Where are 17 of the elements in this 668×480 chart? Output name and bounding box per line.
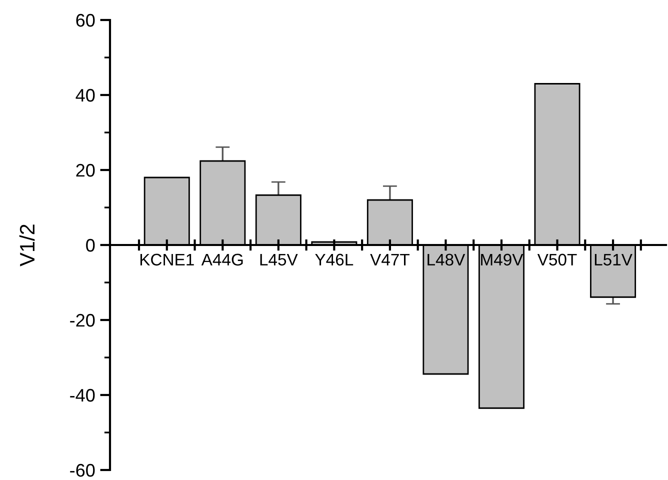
- x-tick-label: L45V: [260, 254, 298, 266]
- y-tick-label: 40: [76, 88, 95, 102]
- y-tick-label: -20: [70, 314, 95, 327]
- y-tick-label: -60: [70, 464, 95, 477]
- x-tick-label: L48V: [428, 254, 466, 266]
- y-tick-label: 20: [76, 164, 95, 177]
- x-tick-label: A44G: [201, 254, 243, 266]
- x-tick-label: KCNE1: [140, 254, 194, 266]
- x-tick-label: L51V: [594, 254, 632, 266]
- x-tick-label: Y46L: [315, 254, 354, 266]
- y-tick-label: 60: [76, 14, 95, 27]
- y-tick-label: -40: [70, 388, 95, 402]
- y-axis-title: V1/2: [19, 224, 35, 266]
- y-tick-label: 0: [86, 238, 95, 252]
- x-tick-label: V47T: [370, 254, 410, 266]
- x-tick-label: M49V: [481, 254, 524, 266]
- x-tick-label: V50T: [537, 254, 577, 266]
